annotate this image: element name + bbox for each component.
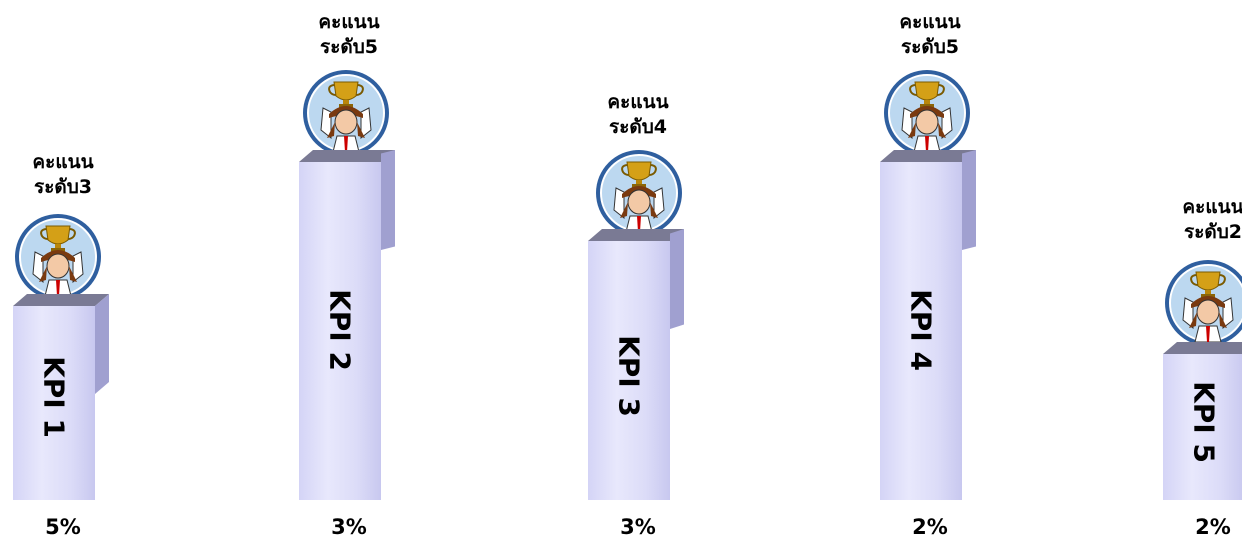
kpi-weight: 3%	[620, 515, 656, 539]
score-label-line2: ระดับ5	[900, 36, 960, 58]
kpi-weight: 5%	[45, 515, 81, 539]
kpi-pillar: KPI 1	[13, 294, 109, 500]
trophy-medal-icon	[303, 70, 389, 156]
pillar-side	[95, 294, 109, 394]
kpi-label: KPI 1	[37, 356, 71, 438]
score-label-line1: คะแนน	[607, 91, 669, 113]
kpi-weight: 2%	[912, 515, 948, 539]
trophy-medal-icon	[1165, 260, 1242, 346]
kpi-column-5: คะแนน ระดับ2 KPI 5 2%	[1163, 0, 1242, 540]
pillar-side	[670, 229, 684, 329]
trophy-medal-icon	[884, 70, 970, 156]
score-label: คะแนน ระดับ5	[299, 10, 399, 60]
kpi-label: KPI 3	[612, 335, 646, 417]
kpi-label: KPI 2	[323, 289, 357, 371]
kpi-weight: 2%	[1195, 515, 1231, 539]
trophy-medal-icon	[15, 214, 101, 300]
kpi-weight: 3%	[331, 515, 367, 539]
kpi-label: KPI 5	[1187, 381, 1221, 463]
kpi-pillar: KPI 4	[880, 150, 976, 500]
trophy-medal-icon	[596, 150, 682, 236]
kpi-column-2: คะแนน ระดับ5 KPI 2 3%	[299, 0, 419, 540]
score-label-line2: ระดับ4	[608, 116, 668, 138]
score-label: คะแนน ระดับ3	[13, 150, 113, 200]
pillar-front	[1163, 354, 1242, 500]
pillar-front	[13, 306, 95, 500]
score-label-line1: คะแนน	[899, 11, 961, 33]
kpi-pillar: KPI 5	[1163, 342, 1242, 500]
score-label-line1: คะแนน	[318, 11, 380, 33]
pillar-top	[13, 294, 109, 306]
pillar-top	[588, 229, 684, 241]
pillar-front	[880, 162, 962, 500]
kpi-column-3: คะแนน ระดับ4 KPI 3 3%	[588, 0, 708, 540]
score-label-line2: ระดับ2	[1183, 221, 1242, 243]
pillar-front	[299, 162, 381, 500]
score-label-line2: ระดับ3	[33, 176, 93, 198]
pillar-side	[962, 150, 976, 250]
pillar-top	[299, 150, 395, 162]
kpi-pillar: KPI 3	[588, 229, 684, 500]
kpi-label: KPI 4	[904, 289, 938, 371]
pillar-front	[588, 241, 670, 500]
score-label-line2: ระดับ5	[319, 36, 379, 58]
kpi-column-1: คะแนน ระดับ3 KPI 1 5%	[13, 0, 133, 540]
kpi-pillar: KPI 2	[299, 150, 395, 500]
score-label-line1: คะแนน	[1182, 196, 1242, 218]
pillar-top	[1163, 342, 1242, 354]
score-label: คะแนน ระดับ4	[588, 90, 688, 140]
score-label: คะแนน ระดับ2	[1163, 195, 1242, 245]
score-label-line1: คะแนน	[32, 151, 94, 173]
pillar-side	[381, 150, 395, 250]
pillar-top	[880, 150, 976, 162]
kpi-column-4: คะแนน ระดับ5 KPI 4 2%	[880, 0, 1000, 540]
score-label: คะแนน ระดับ5	[880, 10, 980, 60]
